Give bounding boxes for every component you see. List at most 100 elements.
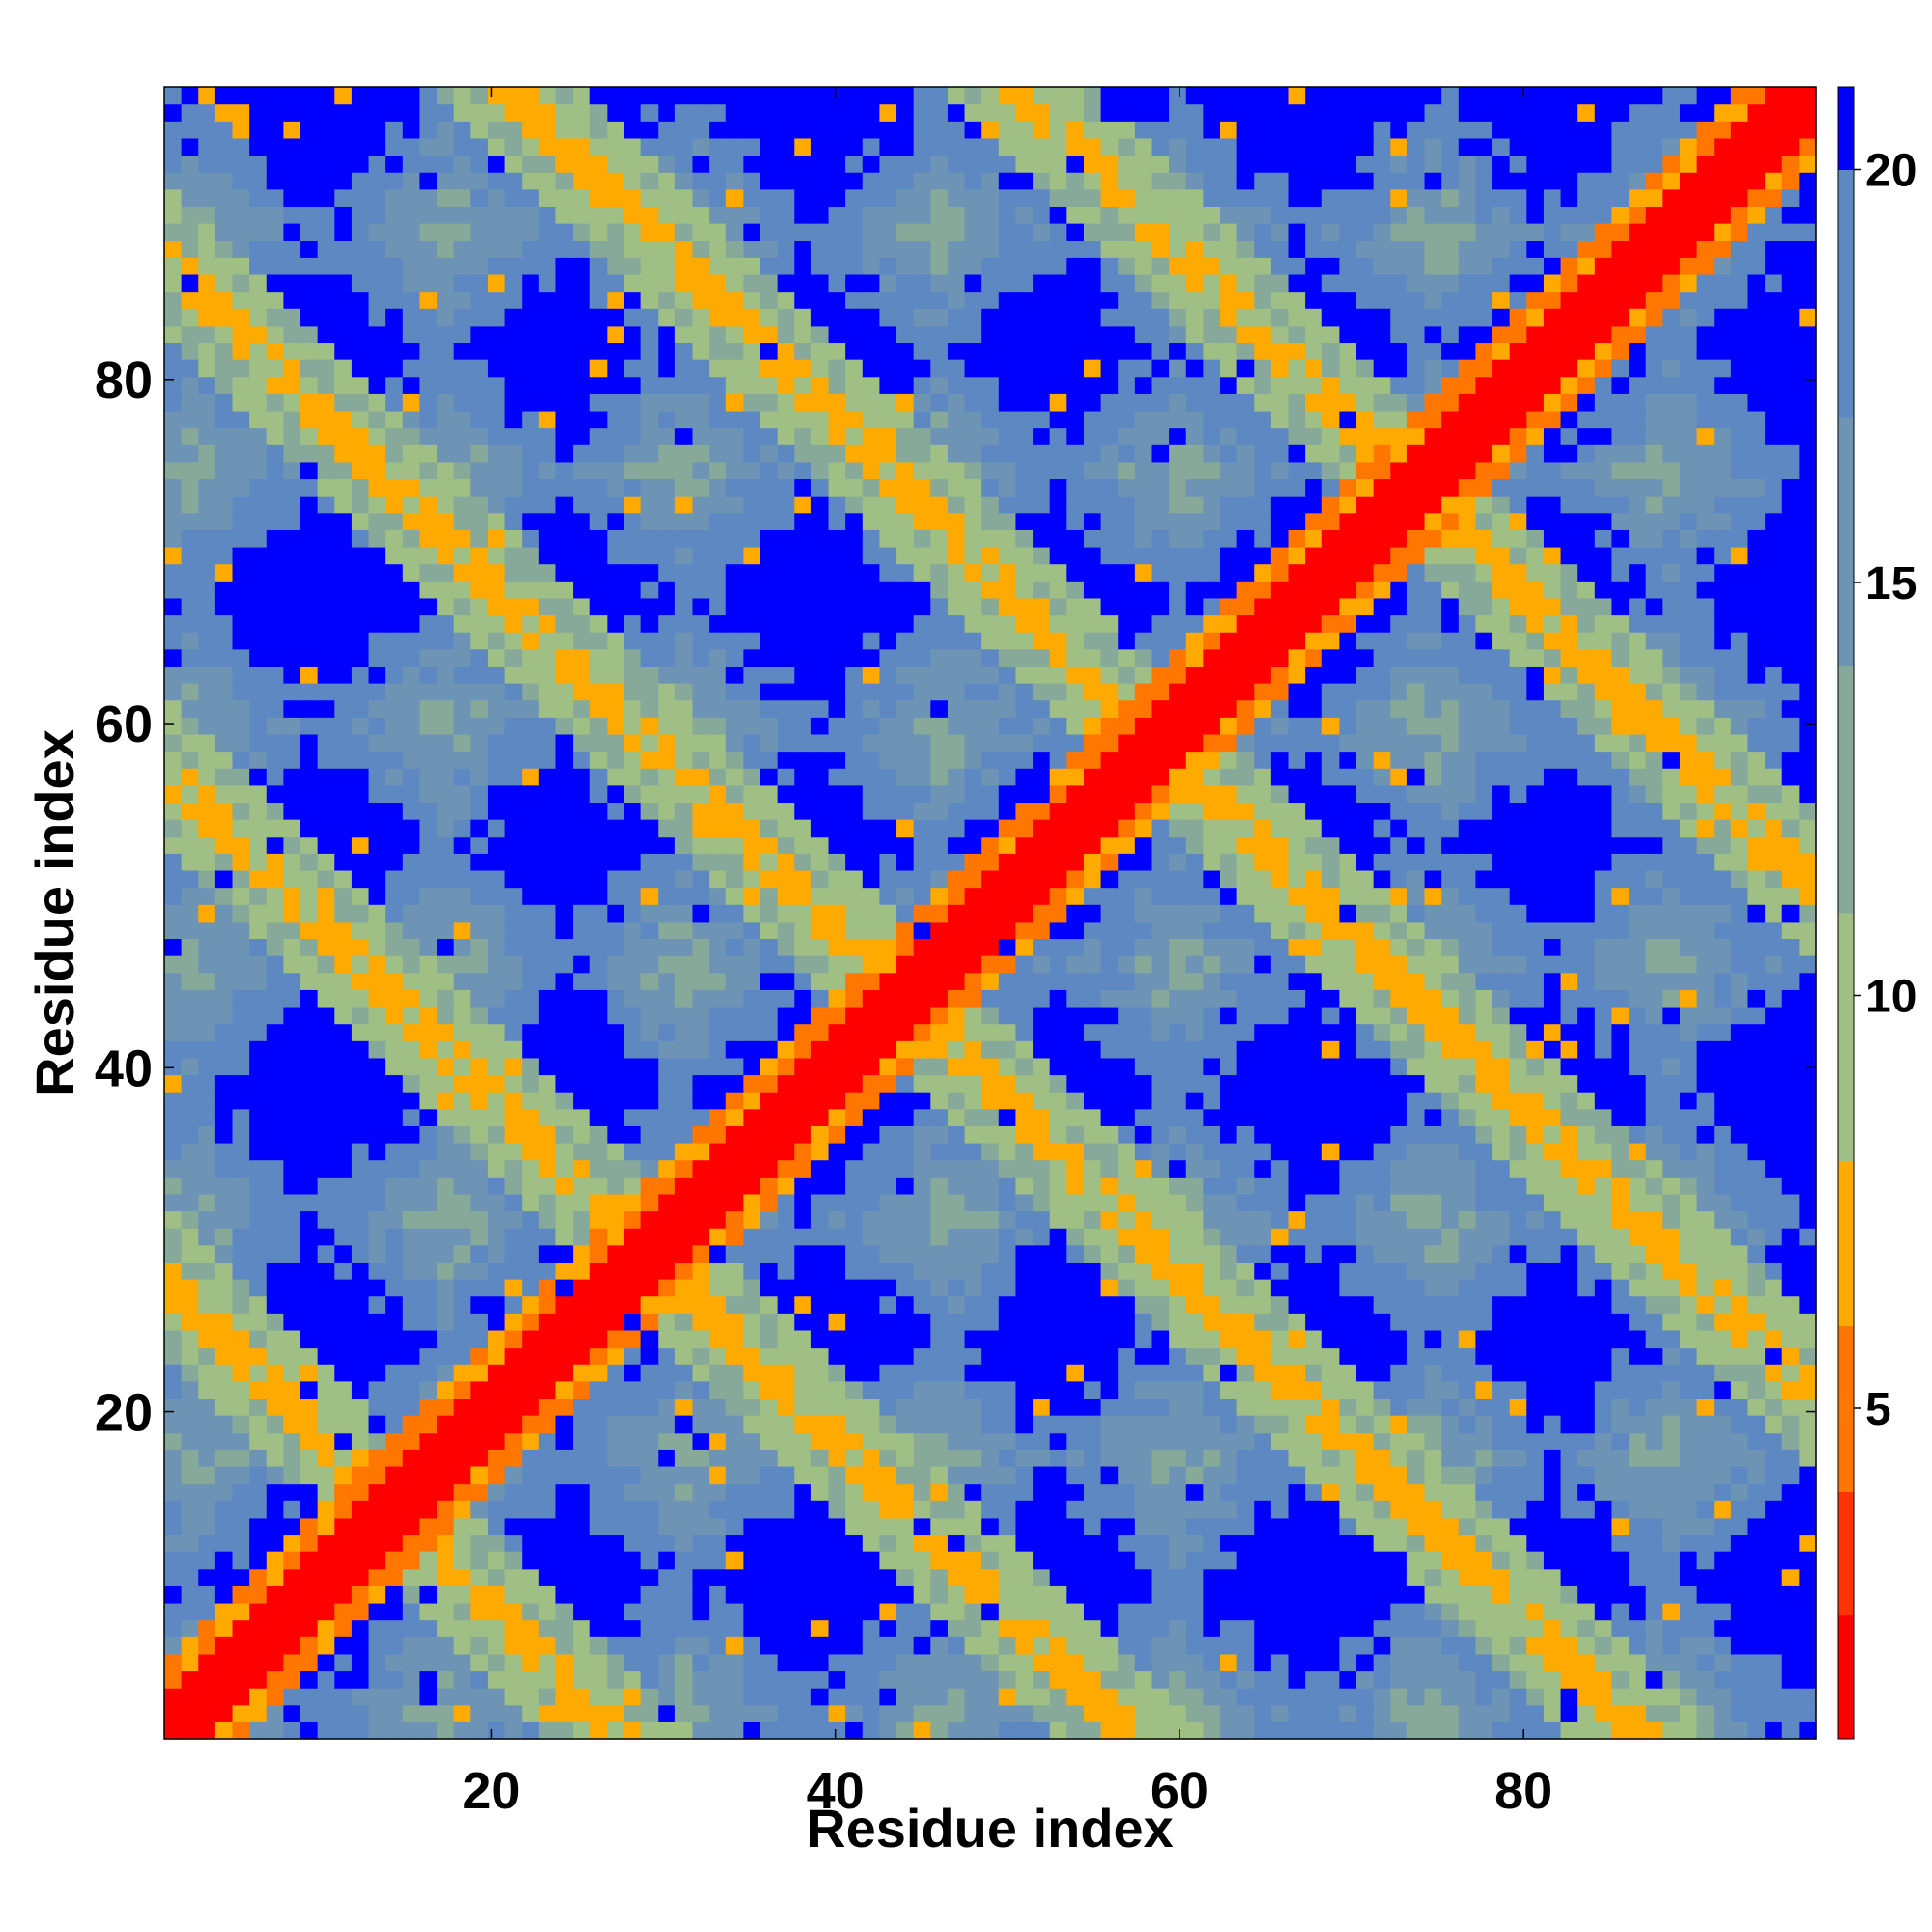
heatmap-cell: [1203, 1006, 1221, 1025]
heatmap-cell: [437, 1329, 455, 1349]
heatmap-cell: [1424, 1364, 1442, 1382]
heatmap-cell: [862, 1228, 881, 1246]
heatmap-cell: [419, 853, 438, 871]
heatmap-cell: [981, 1653, 1000, 1672]
heatmap-cell: [538, 1653, 557, 1672]
heatmap-cell: [538, 1329, 557, 1349]
heatmap-cell: [1730, 1142, 1749, 1161]
heatmap-cell: [1509, 1398, 1527, 1416]
heatmap-cell: [214, 955, 234, 974]
heatmap-cell: [1441, 1142, 1460, 1161]
heatmap-cell: [419, 1074, 438, 1093]
heatmap-cell: [1492, 1023, 1511, 1041]
heatmap-cell: [998, 1313, 1017, 1331]
heatmap-cell: [1134, 1092, 1153, 1110]
heatmap-cell: [589, 1704, 608, 1722]
heatmap-cell: [1254, 1108, 1272, 1126]
heatmap-cell: [385, 1108, 404, 1126]
heatmap-cell: [1406, 1551, 1426, 1570]
heatmap-cell: [709, 1159, 727, 1178]
heatmap-cell: [1049, 955, 1067, 974]
heatmap-cell: [640, 1057, 659, 1076]
heatmap-cell: [334, 1295, 353, 1314]
heatmap-cell: [1390, 904, 1408, 923]
heatmap-cell: [351, 1347, 370, 1365]
heatmap-cell: [419, 1670, 438, 1689]
heatmap-cell: [1696, 1142, 1715, 1161]
heatmap-cell: [794, 1313, 812, 1331]
heatmap-cell: [1083, 1347, 1102, 1365]
heatmap-cell: [453, 1500, 471, 1519]
heatmap-cell: [810, 1568, 830, 1586]
heatmap-cell: [573, 1159, 591, 1178]
heatmap-cell: [1390, 1465, 1408, 1485]
heatmap-cell: [1118, 1329, 1136, 1349]
heatmap-cell: [1679, 1500, 1698, 1519]
heatmap-cell: [1475, 1228, 1493, 1246]
heatmap-cell: [709, 972, 727, 990]
heatmap-cell: [470, 1092, 489, 1110]
heatmap-cell: [198, 1329, 216, 1349]
heatmap-cell: [743, 904, 761, 923]
heatmap-cell: [709, 1619, 727, 1637]
heatmap-cell: [623, 1380, 642, 1400]
heatmap-cell: [607, 1585, 625, 1604]
heatmap-cell: [1151, 1721, 1170, 1740]
heatmap-cell: [1236, 1177, 1255, 1195]
heatmap-cell: [947, 1534, 966, 1552]
heatmap-cell: [1339, 1465, 1357, 1485]
heatmap-cell: [317, 1551, 335, 1570]
heatmap-cell: [351, 1721, 370, 1740]
heatmap-cell: [437, 1534, 455, 1552]
heatmap-cell: [1714, 1483, 1732, 1501]
heatmap-cell: [981, 1074, 1000, 1093]
heatmap-cell: [283, 1295, 301, 1314]
heatmap-cell: [1236, 1364, 1255, 1382]
heatmap-cell: [368, 1313, 386, 1331]
heatmap-cell: [266, 1415, 284, 1434]
heatmap-cell: [437, 1500, 455, 1519]
heatmap-cell: [1765, 1449, 1783, 1467]
heatmap-cell: [1236, 938, 1255, 956]
heatmap-cell: [998, 1398, 1017, 1416]
heatmap-cell: [1594, 1074, 1613, 1093]
heatmap-cell: [300, 1057, 319, 1076]
heatmap-cell: [1203, 1688, 1221, 1706]
heatmap-cell: [964, 1142, 982, 1161]
heatmap-cell: [1066, 972, 1085, 990]
heatmap-cell: [1526, 1465, 1545, 1485]
heatmap-cell: [1662, 1364, 1681, 1382]
heatmap-cell: [589, 904, 608, 923]
heatmap-cell: [810, 1364, 830, 1382]
heatmap-cell: [947, 1636, 966, 1655]
heatmap-cell: [453, 1313, 471, 1331]
heatmap-cell: [385, 1364, 404, 1382]
heatmap-cell: [266, 1670, 284, 1689]
heatmap-cell: [1509, 1653, 1527, 1672]
heatmap-cell: [692, 1006, 710, 1025]
heatmap-cell: [674, 1534, 694, 1552]
heatmap-cell: [573, 1483, 591, 1501]
heatmap-cell: [1305, 1585, 1323, 1604]
heatmap-cell: [334, 1210, 353, 1229]
heatmap-cell: [368, 887, 386, 905]
heatmap-cell: [1015, 1295, 1034, 1314]
heatmap-cell: [1169, 1142, 1187, 1161]
heatmap-cell: [1781, 938, 1800, 956]
heatmap-cell: [794, 1006, 812, 1025]
heatmap-cell: [1730, 1483, 1749, 1501]
heatmap-cell: [1543, 1500, 1562, 1519]
heatmap-cell: [522, 1210, 540, 1229]
heatmap-cell: [487, 1347, 506, 1365]
heatmap-cell: [1458, 921, 1477, 940]
heatmap-cell: [1339, 989, 1357, 1008]
heatmap-cell: [1543, 1517, 1562, 1536]
heatmap-cell: [419, 1313, 438, 1331]
heatmap-cell: [981, 1092, 1000, 1110]
heatmap-cell: [1611, 1398, 1630, 1416]
heatmap-cell: [1611, 1500, 1630, 1519]
heatmap-cell: [1390, 1568, 1408, 1586]
heatmap-cell: [1390, 955, 1408, 974]
heatmap-cell: [709, 1177, 727, 1195]
heatmap-cell: [658, 1704, 676, 1722]
